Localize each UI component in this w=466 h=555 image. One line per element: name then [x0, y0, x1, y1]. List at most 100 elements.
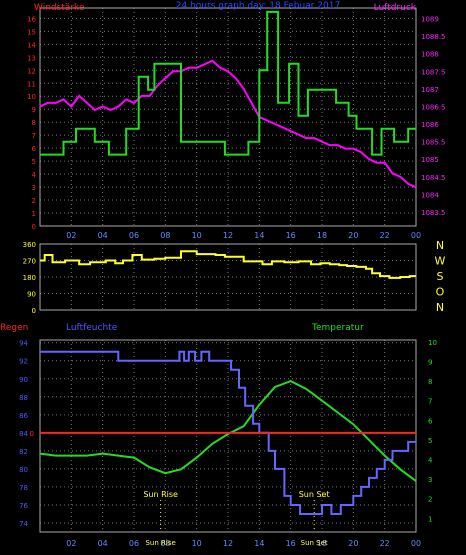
- humidity-temperature-x-tick-label: 20: [348, 539, 358, 548]
- direction-y-tick-label: 270: [23, 258, 36, 266]
- pressure-y-tick-label: 1086.5: [421, 103, 446, 111]
- wind-pressure-x-tick-label: 20: [348, 231, 358, 240]
- wind-y-tick-label: 1: [32, 210, 36, 218]
- wind-pressure-x-tick-label: 18: [317, 231, 327, 240]
- direction-y-tick-label: 360: [23, 241, 36, 249]
- wind-y-tick-label: 15: [27, 28, 36, 36]
- wind-pressure-x-tick-label: 08: [160, 231, 170, 240]
- pressure-axis-title: Luftdruck: [374, 3, 417, 13]
- compass-letter: N: [436, 301, 444, 314]
- temperature-y-tick-label: 8: [428, 378, 432, 386]
- humidity-y-tick-label: 90: [19, 376, 28, 384]
- humidity-y-tick-label: 78: [19, 484, 28, 492]
- rain-axis-title: Regen: [0, 323, 28, 333]
- wind-direction-line: [40, 250, 416, 279]
- chart-title: 24 hours graph day: 18 Febuar 2017: [176, 1, 340, 11]
- temperature-y-tick-label: 5: [428, 437, 432, 445]
- wind-direction-chart: [39, 243, 417, 311]
- direction-y-tick-label: 90: [27, 291, 36, 299]
- sun-event-label: Sun Rise: [143, 490, 178, 499]
- wind-y-tick-label: 14: [27, 41, 36, 49]
- sun-event-label: Sun Set: [299, 490, 330, 499]
- pressure-y-tick-label: 1087.5: [421, 68, 446, 76]
- wind-pressure-x-tick-label: 10: [192, 231, 202, 240]
- humidity-y-tick-label: 76: [19, 502, 28, 510]
- wind-y-tick-label: 3: [32, 184, 36, 192]
- pressure-y-tick-label: 1086: [421, 121, 439, 129]
- pressure-y-tick-label: 1088.5: [421, 33, 446, 41]
- wind-pressure-x-tick-label: 06: [129, 231, 139, 240]
- humidity-temperature-chart: [39, 339, 417, 533]
- compass-letter: N: [436, 239, 444, 252]
- sun-event-sublabel: Sun Set: [301, 539, 328, 547]
- pressure-y-tick-label: 1089: [421, 16, 439, 24]
- humidity-y-tick-label: 86: [19, 412, 28, 420]
- direction-y-tick-label: 0: [32, 307, 36, 315]
- wind-y-tick-label: 11: [27, 80, 36, 88]
- pressure-y-tick-label: 1084.5: [421, 174, 446, 182]
- temperature-y-tick-label: 7: [428, 398, 432, 406]
- humidity-y-tick-label: 94: [19, 340, 28, 348]
- wind-pressure-x-tick-label: 00: [411, 231, 421, 240]
- temperature-y-tick-label: 2: [428, 496, 432, 504]
- wind-y-tick-label: 0: [32, 223, 36, 231]
- humidity-temperature-x-tick-label: 12: [223, 539, 233, 548]
- sun-event-sublabel: Sun Rise: [145, 539, 175, 547]
- humidity-temperature-x-tick-label: 08: [160, 539, 170, 548]
- compass-letter: S: [437, 270, 444, 283]
- temperature-y-tick-label: 1: [428, 515, 432, 523]
- compass-letter: W: [435, 255, 446, 268]
- wind-speed-line: [40, 10, 416, 156]
- temperature-y-tick-label: 6: [428, 417, 433, 425]
- humidity-temperature-x-tick-label: 22: [380, 539, 390, 548]
- humidity-line: [40, 350, 416, 515]
- wind-y-tick-label: 12: [27, 67, 36, 75]
- wind-pressure-x-tick-label: 12: [223, 231, 233, 240]
- humidity-temperature-x-tick-label: 04: [98, 539, 108, 548]
- humidity-temperature-frame: [39, 339, 417, 533]
- wind-y-tick-label: 2: [32, 197, 36, 205]
- wind-pressure-x-tick-label: 04: [98, 231, 108, 240]
- wind-pressure-x-tick-label: 16: [286, 231, 296, 240]
- pressure-y-tick-label: 1088: [421, 51, 439, 59]
- wind-pressure-frame: [39, 7, 417, 227]
- pressure-y-tick-label: 1087: [421, 86, 439, 94]
- wind-y-tick-label: 16: [27, 15, 36, 23]
- humidity-temperature-x-tick-label: 14: [254, 539, 264, 548]
- rain-y-tick-label: 0: [30, 430, 34, 438]
- wind-y-tick-label: 9: [32, 106, 36, 114]
- pressure-y-tick-label: 1085: [421, 156, 439, 164]
- humidity-axis-title: Luftfeuchte: [66, 323, 118, 333]
- pressure-y-tick-label: 1084: [421, 191, 439, 199]
- pressure-line: [39, 59, 417, 189]
- temperature-y-tick-label: 10: [428, 339, 437, 347]
- wind-pressure-chart: [39, 7, 417, 227]
- wind-y-tick-label: 13: [27, 54, 36, 62]
- wind-y-tick-label: 4: [32, 171, 37, 179]
- temperature-y-tick-label: 4: [428, 457, 433, 465]
- humidity-temperature-x-tick-label: 16: [286, 539, 296, 548]
- humidity-y-tick-label: 84: [19, 430, 28, 438]
- wind-y-tick-label: 10: [27, 93, 36, 101]
- humidity-temperature-x-tick-label: 02: [66, 539, 76, 548]
- direction-y-tick-label: 180: [23, 274, 36, 282]
- humidity-y-tick-label: 92: [19, 358, 28, 366]
- humidity-y-tick-label: 74: [19, 520, 28, 528]
- wind-pressure-x-tick-label: 22: [380, 231, 390, 240]
- humidity-temperature-x-tick-label: 10: [192, 539, 202, 548]
- wind-axis-title: Windstärke: [34, 3, 85, 13]
- humidity-y-tick-label: 80: [19, 466, 28, 474]
- wind-y-tick-label: 8: [32, 119, 36, 127]
- humidity-y-tick-label: 82: [19, 448, 28, 456]
- temperature-line: [39, 380, 417, 482]
- wind-y-tick-label: 7: [32, 132, 36, 140]
- wind-pressure-x-tick-label: 02: [66, 231, 76, 240]
- pressure-y-tick-label: 1085.5: [421, 139, 446, 147]
- temperature-y-tick-label: 3: [428, 476, 432, 484]
- compass-letter: O: [436, 286, 445, 299]
- humidity-temperature-x-tick-label: 18: [317, 539, 327, 548]
- temperature-y-tick-label: 9: [428, 359, 432, 367]
- wind-y-tick-label: 6: [32, 145, 37, 153]
